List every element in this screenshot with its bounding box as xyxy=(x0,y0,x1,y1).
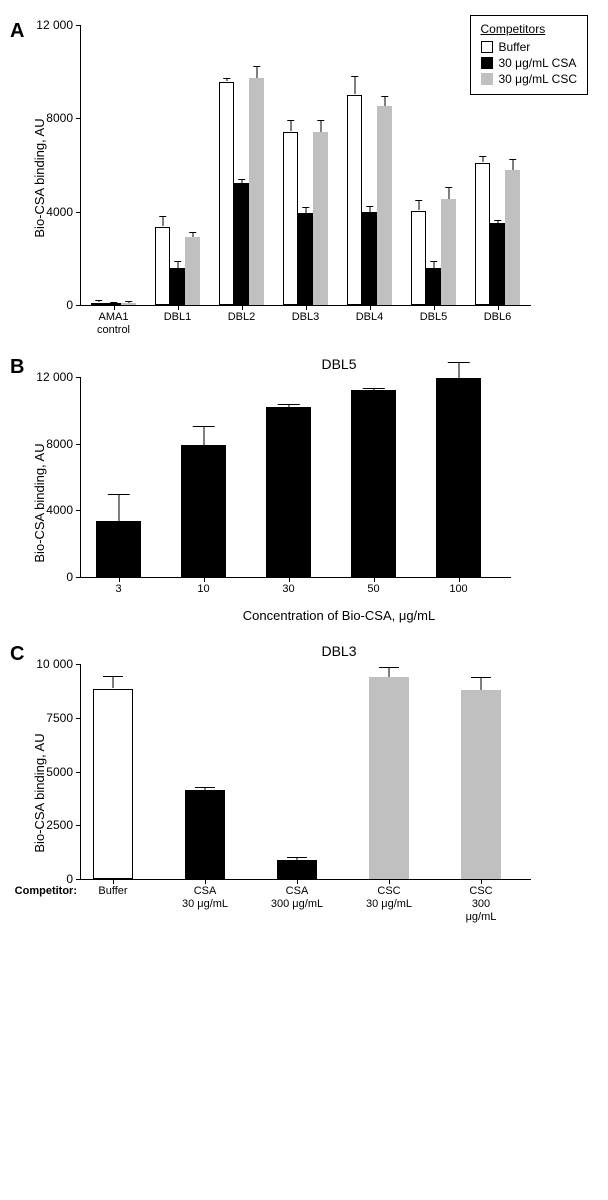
panel-a: A Competitors Buffer30 μg/mL CSA30 μg/mL… xyxy=(10,20,598,336)
x-tick-label: 10 xyxy=(197,583,209,595)
bar xyxy=(313,132,328,305)
bar xyxy=(170,268,185,305)
x-tick-label: 3 xyxy=(115,583,121,595)
bar xyxy=(475,163,490,305)
chart-b: DBL5 Bio-CSA binding, AU 04000800012 000… xyxy=(80,356,598,623)
bar xyxy=(461,690,501,879)
plot-area-a: 04000800012 000AMA1 controlDBL1DBL2DBL3D… xyxy=(80,25,531,306)
y-axis-title-a: Bio-CSA binding, AU xyxy=(32,118,47,237)
panel-a-label: A xyxy=(10,20,24,43)
x-tick-label: DBL3 xyxy=(292,311,320,324)
panel-c: C DBL3 Bio-CSA binding, AU Competitor: 0… xyxy=(10,643,598,915)
y-tick-label: 12 000 xyxy=(36,370,73,384)
bar xyxy=(185,790,225,879)
bar xyxy=(441,199,456,305)
x-tick-label: DBL5 xyxy=(420,311,448,324)
bar xyxy=(505,170,520,305)
panel-b-label: B xyxy=(10,356,24,379)
y-axis-title-c: Bio-CSA binding, AU xyxy=(32,733,47,852)
panel-b: B DBL5 Bio-CSA binding, AU 04000800012 0… xyxy=(10,356,598,623)
bar xyxy=(347,95,362,305)
bar xyxy=(426,268,441,305)
bar xyxy=(377,106,392,306)
chart-c: DBL3 Bio-CSA binding, AU Competitor: 025… xyxy=(80,643,598,915)
y-tick-label: 0 xyxy=(66,872,73,886)
bar xyxy=(185,237,200,305)
bar xyxy=(93,689,133,879)
plot-area-b: 04000800012 0003103050100 xyxy=(80,377,511,578)
y-tick-label: 0 xyxy=(66,298,73,312)
bar xyxy=(436,378,481,577)
y-tick-label: 4000 xyxy=(46,503,73,517)
bar xyxy=(283,132,298,305)
x-tick-label: 30 xyxy=(282,583,294,595)
x-tick-label: Buffer xyxy=(98,885,127,898)
bar xyxy=(91,303,106,305)
chart-a: Competitors Buffer30 μg/mL CSA30 μg/mL C… xyxy=(80,20,598,336)
y-tick-label: 0 xyxy=(66,570,73,584)
x-tick-label: DBL2 xyxy=(228,311,256,324)
x-tick-label: CSA 300 μg/mL xyxy=(271,885,323,911)
panel-c-label: C xyxy=(10,643,24,666)
bar xyxy=(490,223,505,305)
bar xyxy=(181,445,226,578)
bar xyxy=(249,78,264,306)
bar xyxy=(96,521,141,577)
y-tick-label: 8000 xyxy=(46,111,73,125)
y-axis-title-b: Bio-CSA binding, AU xyxy=(32,443,47,562)
bar xyxy=(369,677,409,879)
bar xyxy=(219,82,234,305)
y-tick-label: 12 000 xyxy=(36,18,73,32)
x-tick-label: CSA 30 μg/mL xyxy=(182,885,228,911)
bar xyxy=(298,213,313,305)
x-tick-label: CSC 30 μg/mL xyxy=(366,885,412,911)
x-axis-prefix-c: Competitor: xyxy=(15,885,77,897)
y-tick-label: 2500 xyxy=(46,818,73,832)
x-tick-label: CSC 300 μg/mL xyxy=(456,885,506,925)
bar xyxy=(234,183,249,306)
bar xyxy=(277,860,317,879)
x-tick-label: AMA1 control xyxy=(97,311,130,337)
x-axis-title-b: Concentration of Bio-CSA, μg/mL xyxy=(80,608,598,623)
y-tick-label: 4000 xyxy=(46,205,73,219)
x-tick-label: DBL6 xyxy=(484,311,512,324)
bar xyxy=(411,211,426,306)
chart-c-title: DBL3 xyxy=(80,643,598,659)
x-tick-label: DBL4 xyxy=(356,311,384,324)
bar xyxy=(155,227,170,305)
bar xyxy=(121,303,136,305)
y-tick-label: 8000 xyxy=(46,437,73,451)
plot-area-c: Competitor: 025005000750010 000BufferCSA… xyxy=(80,664,531,880)
chart-b-title: DBL5 xyxy=(80,356,598,372)
x-tick-label: 50 xyxy=(367,583,379,595)
bar xyxy=(351,390,396,577)
bar xyxy=(362,212,377,305)
y-tick-label: 10 000 xyxy=(36,657,73,671)
y-tick-label: 7500 xyxy=(46,711,73,725)
x-tick-label: 100 xyxy=(449,583,467,595)
bar xyxy=(266,407,311,577)
x-tick-label: DBL1 xyxy=(164,311,192,324)
y-tick-label: 5000 xyxy=(46,765,73,779)
